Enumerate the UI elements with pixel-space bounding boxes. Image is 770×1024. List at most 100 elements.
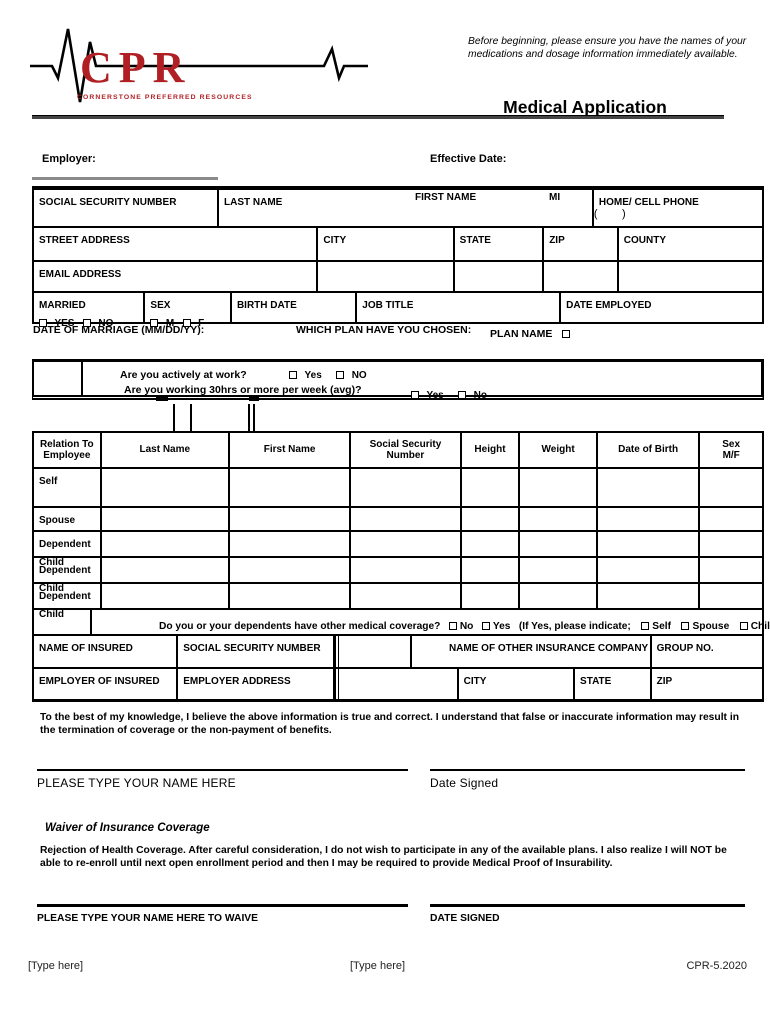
effective-date-field[interactable]	[515, 150, 635, 166]
dependent-cell[interactable]	[102, 558, 230, 582]
employer-of-insured-field[interactable]: EMPLOYER OF INSURED	[34, 669, 179, 699]
insured-state-field[interactable]: STATE	[575, 669, 652, 699]
employer-field[interactable]	[110, 150, 215, 166]
stray-grid-line	[253, 404, 255, 431]
name-fields[interactable]: LAST NAME FIRST NAME MI	[219, 190, 594, 226]
pre-form-notice: Before beginning, please ensure you have…	[468, 36, 747, 60]
dependent-cell[interactable]	[102, 584, 230, 608]
insured-zip-field[interactable]: ZIP	[652, 669, 762, 699]
hours-yes-checkbox[interactable]	[411, 391, 419, 399]
group-no-field[interactable]: GROUP NO.	[652, 636, 762, 667]
dependent-cell[interactable]	[520, 532, 598, 556]
married-yes-checkbox[interactable]	[39, 319, 47, 327]
other-company-field[interactable]: NAME OF OTHER INSURANCE COMPANY	[412, 636, 652, 667]
waive-signature-line[interactable]	[37, 904, 408, 907]
state-field[interactable]: STATE	[455, 228, 545, 260]
work-no-checkbox[interactable]	[336, 371, 345, 379]
row-label: Dependent Child	[39, 565, 91, 594]
empty-cell[interactable]	[455, 262, 545, 291]
plan-name-checkbox[interactable]	[561, 330, 570, 338]
dependent-cell[interactable]	[520, 558, 598, 582]
dependent-cell[interactable]	[700, 584, 762, 608]
dependent-cell[interactable]	[598, 558, 701, 582]
empty-cell[interactable]	[544, 262, 619, 291]
coverage-spouse-checkbox[interactable]	[681, 622, 690, 630]
street-address-field[interactable]: STREET ADDRESS	[34, 228, 319, 260]
empty-cell[interactable]	[335, 669, 459, 699]
dependent-cell[interactable]	[598, 469, 701, 506]
dependent-cell[interactable]	[462, 508, 521, 530]
zip-field[interactable]: ZIP	[544, 228, 619, 260]
county-field[interactable]: COUNTY	[619, 228, 762, 260]
footer-type-here-left[interactable]: [Type here]	[28, 960, 84, 972]
dependent-cell[interactable]	[351, 508, 462, 530]
hours-no-checkbox[interactable]	[458, 391, 467, 399]
stray-tick	[249, 397, 259, 401]
name-of-insured-field[interactable]: NAME OF INSURED	[34, 636, 179, 667]
coverage-yes-checkbox[interactable]	[481, 622, 490, 630]
other-insurance-table: NAME OF INSURED SOCIAL SECURITY NUMBER N…	[32, 636, 764, 702]
coverage-no-checkbox[interactable]	[448, 622, 457, 630]
dependent-cell[interactable]	[351, 532, 462, 556]
dependent-cell[interactable]	[520, 584, 598, 608]
date-signed-line[interactable]	[430, 769, 745, 771]
coverage-children-checkbox[interactable]	[739, 622, 748, 630]
dependent-cell[interactable]	[520, 508, 598, 530]
signature-line[interactable]	[37, 769, 408, 771]
employer-label: Employer:	[42, 153, 96, 165]
dependent-cell[interactable]	[598, 532, 701, 556]
sex-f-checkbox[interactable]	[182, 319, 191, 327]
dependent-cell[interactable]	[230, 508, 352, 530]
dependent-cell[interactable]	[598, 508, 701, 530]
city-field[interactable]: CITY	[318, 228, 455, 260]
empty-cell[interactable]	[619, 262, 762, 291]
phone-field[interactable]: HOME/ CELL PHONE ( )	[594, 190, 762, 226]
dependent-cell[interactable]	[700, 508, 762, 530]
logo-tagline: CORNERSTONE PREFERRED RESOURCES	[77, 94, 253, 101]
dependent-cell[interactable]	[598, 584, 701, 608]
coverage-self-checkbox[interactable]	[641, 622, 650, 630]
dependent-cell[interactable]	[102, 508, 230, 530]
dependent-cell[interactable]	[462, 469, 521, 506]
job-title-field[interactable]: JOB TITLE	[357, 293, 562, 322]
dependent-cell[interactable]	[462, 558, 521, 582]
footer-type-here-center[interactable]: [Type here]	[350, 960, 406, 972]
dependent-cell[interactable]	[230, 584, 352, 608]
waive-date-line[interactable]	[430, 904, 745, 907]
dependent-cell[interactable]	[520, 469, 598, 506]
plan-name-group: PLAN NAME	[490, 324, 573, 342]
dependent-cell[interactable]	[351, 469, 462, 506]
work-yes-label: Yes	[304, 370, 322, 381]
sex-m-checkbox[interactable]	[150, 319, 159, 327]
dependent-cell[interactable]	[462, 584, 521, 608]
dependent-cell[interactable]	[102, 469, 230, 506]
dependent-cell[interactable]	[230, 469, 352, 506]
ssn-field[interactable]: SOCIAL SECURITY NUMBER	[34, 190, 219, 226]
date-employed-field[interactable]: DATE EMPLOYED	[561, 293, 762, 322]
phone-area-code-hint: ( )	[593, 208, 626, 220]
dependent-cell[interactable]	[102, 532, 230, 556]
dependent-cell[interactable]	[700, 532, 762, 556]
dependent-cell[interactable]	[700, 558, 762, 582]
empty-cell[interactable]	[318, 262, 455, 291]
job-title-label: JOB TITLE	[362, 300, 414, 311]
email-field[interactable]: EMAIL ADDRESS	[34, 262, 319, 291]
dependent-cell[interactable]	[351, 584, 462, 608]
dependent-cell[interactable]	[230, 532, 352, 556]
dependent-cell[interactable]	[462, 532, 521, 556]
married-yes-label: YES	[54, 318, 75, 329]
employer-address-field[interactable]: EMPLOYER ADDRESS	[178, 669, 336, 699]
dependent-cell[interactable]	[351, 558, 462, 582]
dependent-cell[interactable]	[700, 469, 762, 506]
insured-ssn-field[interactable]: SOCIAL SECURITY NUMBER	[178, 636, 336, 667]
dependent-cell[interactable]	[230, 558, 352, 582]
birth-date-field[interactable]: BIRTH DATE	[232, 293, 358, 322]
married-no-checkbox[interactable]	[82, 319, 91, 327]
table-row: NAME OF INSURED SOCIAL SECURITY NUMBER N…	[34, 636, 762, 669]
col-dob: Date of Birth	[598, 433, 701, 467]
table-row: EMPLOYER OF INSURED EMPLOYER ADDRESS CIT…	[34, 669, 762, 702]
empty-cell[interactable]	[335, 636, 412, 667]
work-yes-checkbox[interactable]	[289, 371, 298, 379]
personal-info-table: SOCIAL SECURITY NUMBER LAST NAME FIRST N…	[32, 186, 764, 329]
insured-city-field[interactable]: CITY	[459, 669, 576, 699]
